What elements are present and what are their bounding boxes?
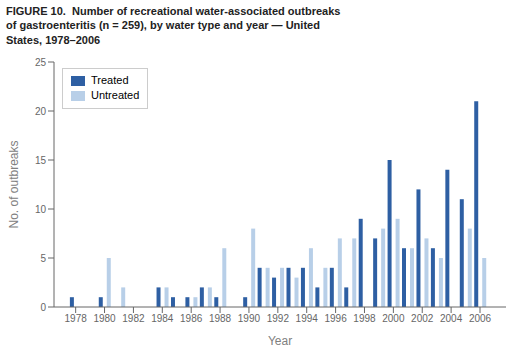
svg-text:1998: 1998 — [353, 313, 376, 324]
html-text:Untreated: Untreated — [91, 89, 140, 102]
svg-text:2004: 2004 — [440, 313, 463, 324]
svg-text:1982: 1982 — [122, 313, 145, 324]
svg-text:10: 10 — [35, 204, 47, 215]
svg-text:No. of outbreaks: No. of outbreaks — [8, 140, 21, 228]
svg-text:1980: 1980 — [93, 313, 116, 324]
svg-text:20: 20 — [35, 106, 47, 117]
svg-text:1978: 1978 — [65, 313, 88, 324]
svg-text:1986: 1986 — [180, 313, 203, 324]
svg-text:2006: 2006 — [469, 313, 492, 324]
svg-text:2000: 2000 — [382, 313, 405, 324]
svg-text:1996: 1996 — [324, 313, 347, 324]
svg-text:1984: 1984 — [151, 313, 174, 324]
svg-text:1994: 1994 — [296, 313, 319, 324]
svg-text:Year: Year — [268, 334, 292, 348]
svg-text:1992: 1992 — [267, 313, 290, 324]
html-text:FIGURE 10. Number of recreatio: FIGURE 10. Number of recreational water-… — [6, 5, 341, 46]
svg-text:5: 5 — [40, 253, 46, 264]
svg-text:2002: 2002 — [411, 313, 434, 324]
svg-text:0: 0 — [40, 302, 46, 313]
svg-text:25: 25 — [35, 57, 47, 68]
svg-text:15: 15 — [35, 155, 47, 166]
html-text:Treated: Treated — [91, 74, 129, 86]
svg-text:1988: 1988 — [209, 313, 232, 324]
svg-text:1990: 1990 — [238, 313, 261, 324]
